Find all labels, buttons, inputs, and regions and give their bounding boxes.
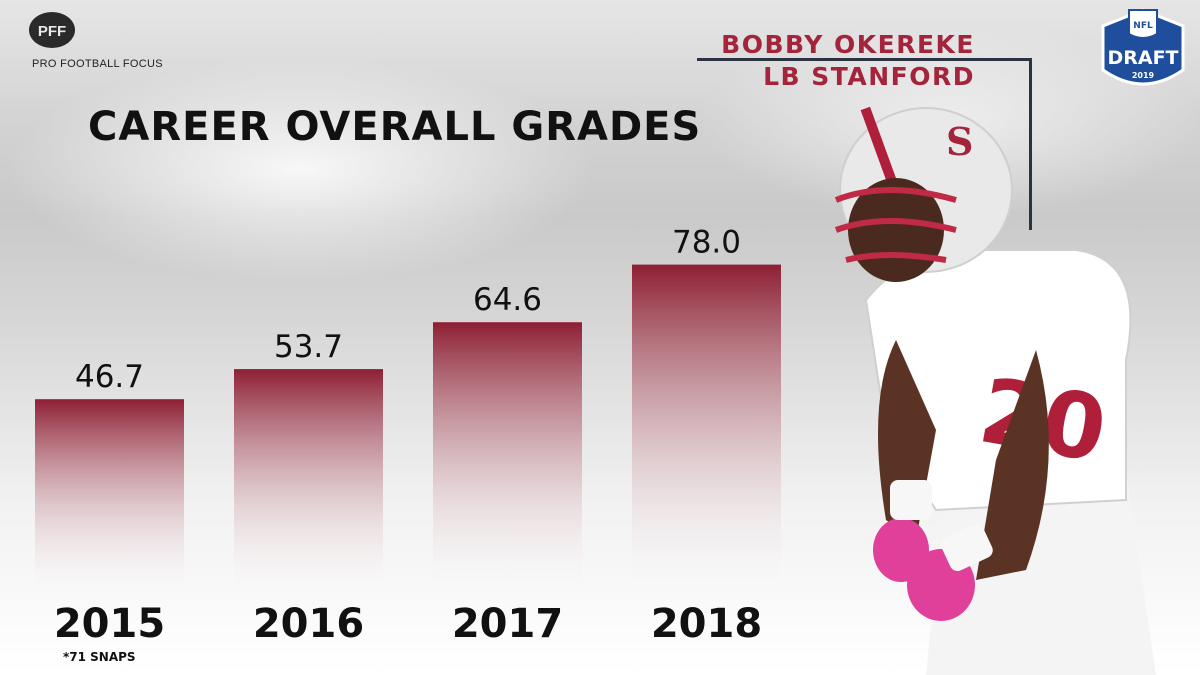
pff-logo-text: PRO FOOTBALL FOCUS: [32, 58, 163, 70]
nfl-draft-2019-badge: NFL DRAFT 2019: [1101, 8, 1185, 86]
player-photo: 20 S: [834, 106, 1156, 675]
pff-logo-mark: PFF: [38, 23, 66, 40]
helmet-s-logo: S: [946, 119, 973, 164]
bars-group: 46.7 2015 53.7 2016 64.6 2017 78.0 2018: [35, 225, 781, 647]
x-tick-label-2015: 2015: [54, 601, 165, 647]
bar-2017: [433, 322, 582, 600]
draft-badge-year: 2019: [1132, 71, 1155, 80]
header-bracket-line: [697, 58, 1032, 61]
bar-2015: [35, 399, 184, 600]
nfl-shield-text: NFL: [1133, 21, 1153, 31]
bar-value-label-2016: 53.7: [274, 329, 343, 365]
bar-2016: [234, 369, 383, 600]
header-bracket-line-vertical: [1029, 58, 1032, 230]
x-tick-label-2016: 2016: [253, 601, 364, 647]
player-name: BOBBY OKEREKE: [721, 30, 975, 59]
bar-value-label-2015: 46.7: [75, 359, 144, 395]
bar-value-label-2018: 78.0: [672, 225, 741, 261]
player-position-team: LB STANFORD: [763, 62, 975, 91]
x-tick-label-2018: 2018: [651, 601, 762, 647]
draft-badge-label: DRAFT: [1107, 47, 1178, 69]
pff-logo: PFF: [29, 12, 75, 48]
bar-2018: [632, 264, 781, 600]
bar-value-label-2017: 64.6: [473, 282, 542, 318]
footnote-snaps: *71 SNAPS: [63, 650, 136, 664]
x-tick-label-2017: 2017: [452, 601, 563, 647]
chart-title: CAREER OVERALL GRADES: [88, 104, 702, 150]
